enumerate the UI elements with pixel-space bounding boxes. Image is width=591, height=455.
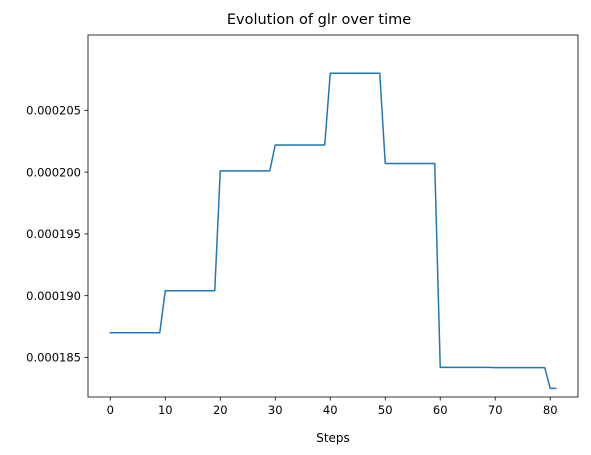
x-tick-label: 40 — [323, 403, 338, 417]
x-tick-label: 60 — [433, 403, 448, 417]
chart-title: Evolution of glr over time — [227, 12, 411, 28]
x-axis-label: Steps — [316, 431, 350, 445]
x-tick-label: 10 — [158, 403, 173, 417]
axes-frame — [87, 34, 579, 398]
y-tick-label: 0.000185 — [26, 351, 81, 365]
series-line-0 — [109, 72, 557, 390]
x-tick-label: 50 — [378, 403, 393, 417]
y-tick-label: 0.000195 — [26, 227, 81, 241]
x-tick-label: 0 — [107, 403, 114, 417]
x-tick-label: 20 — [213, 403, 228, 417]
plot-area — [109, 72, 557, 390]
x-tick-label: 70 — [488, 403, 503, 417]
y-tick-label: 0.000190 — [26, 289, 81, 303]
axes: 0 10 20 30 40 50 60 70 80 0.000185 0.000190 0.00019… — [26, 34, 579, 417]
x-tick-label: 30 — [268, 403, 283, 417]
x-tick-label: 80 — [543, 403, 558, 417]
y-tick-label: 0.000200 — [26, 165, 81, 179]
y-tick-label: 0.000205 — [26, 104, 81, 118]
